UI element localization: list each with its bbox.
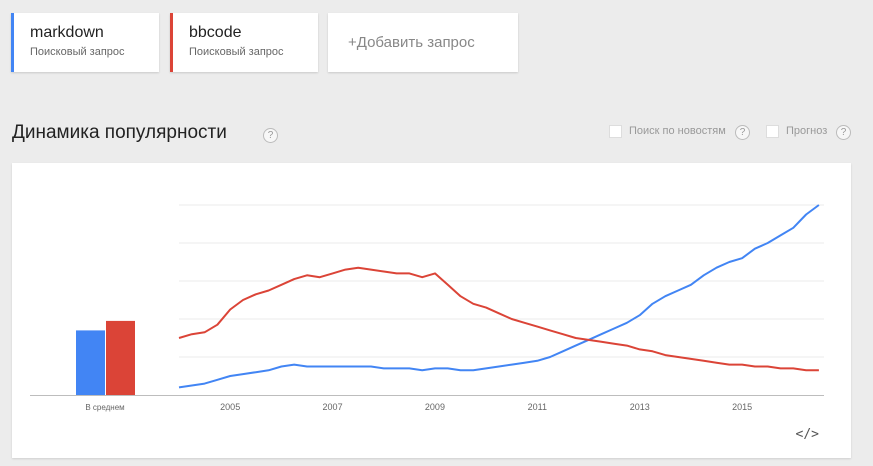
section-title: Динамика популярности — [12, 122, 227, 143]
help-icon[interactable]: ? — [263, 128, 278, 143]
term-subtitle: Поисковый запрос — [189, 46, 284, 58]
x-tick-label: 2011 — [528, 402, 547, 412]
term-color-bar — [11, 13, 14, 72]
term-subtitle: Поисковый запрос — [30, 46, 125, 58]
term-card-bbcode[interactable]: bbcode Поисковый запрос — [170, 13, 318, 72]
news-search-label: Поиск по новостям — [629, 125, 726, 137]
add-term-button[interactable]: +Добавить запрос — [328, 13, 518, 72]
average-bar-bbcode — [106, 320, 135, 395]
chart-panel: 2005 2007 2009 2011 2013 2015 В среднем </> — [12, 163, 851, 458]
series-line-markdown — [178, 204, 820, 389]
x-tick-label: 2005 — [220, 402, 240, 412]
forecast-label: Прогноз — [786, 125, 828, 137]
term-name[interactable]: markdown — [30, 24, 104, 41]
average-bar-markdown — [76, 330, 105, 395]
help-icon[interactable]: ? — [735, 125, 750, 140]
term-color-bar — [170, 13, 173, 72]
forecast-checkbox[interactable] — [766, 125, 779, 138]
term-name[interactable]: bbcode — [189, 24, 242, 41]
x-tick-label: 2007 — [323, 402, 343, 412]
embed-icon[interactable]: </> — [795, 427, 819, 442]
series-line-bbcode — [178, 266, 819, 372]
help-icon[interactable]: ? — [836, 125, 851, 140]
trend-chart: 2005 2007 2009 2011 2013 2015 В среднем — [30, 204, 824, 412]
news-search-checkbox[interactable] — [609, 125, 622, 138]
average-label: В среднем — [85, 403, 124, 412]
x-tick-label: 2009 — [425, 402, 445, 412]
x-tick-label: 2015 — [732, 402, 752, 412]
term-card-markdown[interactable]: markdown Поисковый запрос — [11, 13, 159, 72]
x-tick-label: 2013 — [630, 402, 650, 412]
